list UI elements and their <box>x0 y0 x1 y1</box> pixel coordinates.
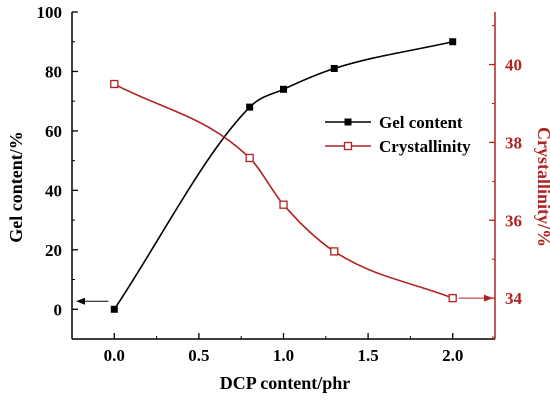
axes-group: 0.0 0.5 1.0 1.5 2.0 0 20 40 60 80 100 34 36 38 40 <box>37 3 523 365</box>
x-tick-label: 2.0 <box>442 346 463 365</box>
y-right-tick-label: 36 <box>505 211 522 230</box>
gel-content-point <box>280 85 287 93</box>
legend-marker-1 <box>343 141 353 151</box>
y-right-tick-label: 34 <box>505 289 523 308</box>
crystallinity-axis-arrowhead <box>484 294 493 302</box>
crystallinity-point <box>448 293 457 303</box>
legend-label-1: Crystallinity <box>379 137 471 156</box>
gel-content-point <box>246 103 254 111</box>
y-axis-left-title: Gel content/% <box>6 131 26 242</box>
x-tick-label: 1.0 <box>273 346 294 365</box>
legend-marker-0 <box>344 118 352 126</box>
y-left-tick-label: 20 <box>45 241 62 260</box>
crystallinity-point <box>245 153 254 163</box>
x-tick-label: 0.5 <box>188 346 209 365</box>
y-axis-right-title: Crystallinity/% <box>534 127 550 247</box>
legend: Gel content Crystallinity <box>325 113 471 156</box>
gel-content-point <box>330 64 338 72</box>
x-axis-title: DCP content/phr <box>220 373 351 393</box>
y-left-tick-label: 100 <box>37 3 63 22</box>
y-right-tick-label: 40 <box>505 56 522 75</box>
y-left-tick-label: 40 <box>45 181 62 200</box>
y-left-tick-label: 80 <box>45 62 62 81</box>
series-group <box>76 38 493 313</box>
crystallinity-point <box>330 247 339 256</box>
x-tick-label: 0.0 <box>104 346 125 365</box>
gel-content-point <box>449 38 457 46</box>
crystallinity-point <box>279 200 288 209</box>
y-right-tick-label: 38 <box>505 133 522 152</box>
gel-content-point <box>110 305 118 313</box>
gel-axis-arrowhead <box>76 297 85 305</box>
legend-label-0: Gel content <box>379 113 463 132</box>
y-left-tick-label: 0 <box>54 300 63 319</box>
crystallinity-point <box>110 79 119 89</box>
x-tick-label: 1.5 <box>357 346 378 365</box>
y-left-tick-label: 60 <box>45 122 62 141</box>
series-line-0 <box>113 40 453 310</box>
